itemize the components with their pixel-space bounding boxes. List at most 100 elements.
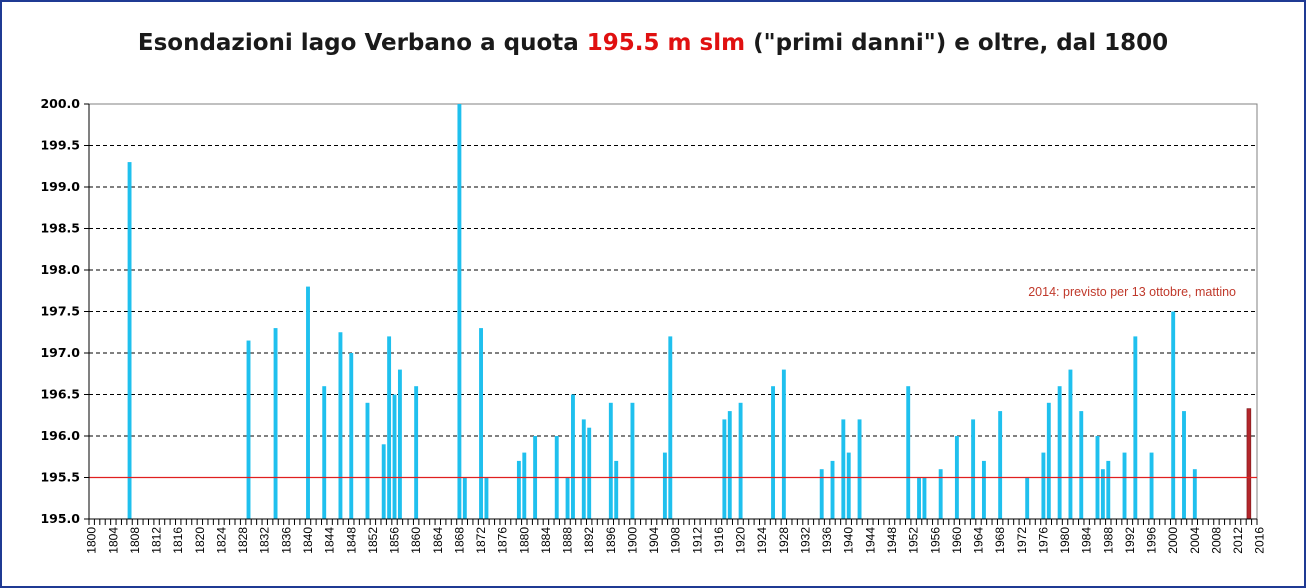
x-tick-label: 1920 xyxy=(734,527,748,554)
bar xyxy=(722,419,727,519)
title-part2: ("primi danni") e oltre, dal 1800 xyxy=(745,30,1169,56)
bar xyxy=(365,402,370,519)
bar xyxy=(1100,469,1105,519)
x-tick-label: 1908 xyxy=(669,527,683,554)
bar xyxy=(1149,452,1154,519)
x-tick-label: 1968 xyxy=(993,527,1007,554)
x-tick-label: 1836 xyxy=(279,527,293,554)
bar xyxy=(1025,477,1030,519)
bar xyxy=(127,162,132,519)
bar xyxy=(830,460,835,519)
bar xyxy=(819,469,824,519)
x-tick-label: 1856 xyxy=(388,527,402,554)
x-tick-label: 1936 xyxy=(820,527,834,554)
x-tick-label: 1992 xyxy=(1123,527,1137,554)
bar xyxy=(738,402,743,519)
x-tick-label: 1812 xyxy=(150,527,164,554)
title-part1: Esondazioni lago Verbano a quota xyxy=(137,30,587,56)
x-tick-label: 1800 xyxy=(85,527,99,554)
y-tick-label: 199.5 xyxy=(40,138,80,153)
x-tick-label: 1944 xyxy=(863,527,877,554)
bar xyxy=(1057,386,1062,519)
bar xyxy=(581,419,586,519)
bar xyxy=(571,394,575,519)
bar xyxy=(1106,460,1111,519)
bar xyxy=(1068,369,1073,519)
x-tick-label: 2000 xyxy=(1166,527,1180,554)
x-tick-label: 1828 xyxy=(236,527,250,554)
bar xyxy=(1122,452,1127,519)
x-tick-label: 1876 xyxy=(496,527,510,554)
bar xyxy=(397,369,402,519)
bar xyxy=(917,477,921,519)
bar xyxy=(662,452,667,519)
bar xyxy=(322,386,327,519)
x-tick-label: 1808 xyxy=(128,527,142,554)
bar xyxy=(484,477,489,519)
bar xyxy=(392,394,397,519)
bar xyxy=(1041,452,1046,519)
bar xyxy=(565,477,570,519)
bar xyxy=(998,411,1003,519)
x-tick-label: 1912 xyxy=(690,527,704,554)
x-tick-label: 2004 xyxy=(1188,527,1202,554)
x-tick-label: 1972 xyxy=(1015,527,1029,554)
bar-forecast xyxy=(1246,408,1252,520)
x-tick-label: 1896 xyxy=(604,527,618,554)
bar xyxy=(306,286,310,519)
bar xyxy=(727,411,732,519)
y-tick-label: 196.5 xyxy=(40,387,80,402)
x-tick-label: 1984 xyxy=(1080,527,1094,554)
bar xyxy=(479,328,483,519)
chart-title: Esondazioni lago Verbano a quota 195.5 m… xyxy=(0,30,1306,56)
bar xyxy=(1133,336,1138,519)
bar xyxy=(414,386,419,519)
x-tick-label: 1868 xyxy=(452,527,466,554)
bar xyxy=(608,402,613,519)
y-tick-label: 195.5 xyxy=(40,470,80,485)
bar xyxy=(246,340,251,519)
bar xyxy=(1046,402,1051,519)
x-tick-label: 2016 xyxy=(1253,527,1267,554)
bar xyxy=(981,460,986,519)
bar xyxy=(771,386,775,519)
x-tick-label: 1892 xyxy=(582,527,596,554)
bar xyxy=(349,353,354,519)
x-tick-label: 1904 xyxy=(647,527,661,554)
x-tick-label: 1976 xyxy=(1036,527,1050,554)
bar xyxy=(1079,411,1084,519)
bar xyxy=(938,469,943,519)
y-tick-label: 198.5 xyxy=(40,221,80,236)
bar xyxy=(857,419,862,519)
x-tick-label: 1816 xyxy=(171,527,185,554)
y-tick-label: 197.5 xyxy=(40,304,80,319)
x-tick-label: 1864 xyxy=(431,527,445,554)
y-tick-label: 195.0 xyxy=(40,511,80,526)
x-tick-label: 1824 xyxy=(214,527,228,554)
x-tick-label: 1840 xyxy=(301,527,315,554)
y-tick-label: 199.0 xyxy=(40,179,80,194)
bar xyxy=(1171,311,1176,519)
bar xyxy=(846,452,851,519)
y-tick-label: 200.0 xyxy=(40,96,80,111)
x-tick-label: 1820 xyxy=(193,527,207,554)
bar xyxy=(587,427,592,519)
x-tick-label: 1888 xyxy=(561,527,575,554)
x-tick-label: 1940 xyxy=(842,527,856,554)
bar xyxy=(1192,469,1197,519)
x-tick-label: 1956 xyxy=(928,527,942,554)
x-tick-label: 1996 xyxy=(1145,527,1159,554)
x-tick-label: 1924 xyxy=(755,527,769,554)
x-tick-label: 1844 xyxy=(323,527,337,554)
x-tick-label: 1832 xyxy=(258,527,272,554)
bar xyxy=(922,477,927,519)
forecast-annotation: 2014: previsto per 13 ottobre, mattino xyxy=(1028,285,1236,299)
bar xyxy=(462,477,467,519)
bar xyxy=(614,460,619,519)
bar xyxy=(516,460,521,519)
bar xyxy=(522,452,527,519)
x-tick-label: 1964 xyxy=(972,527,986,554)
bar xyxy=(273,328,278,519)
bar xyxy=(841,419,846,519)
